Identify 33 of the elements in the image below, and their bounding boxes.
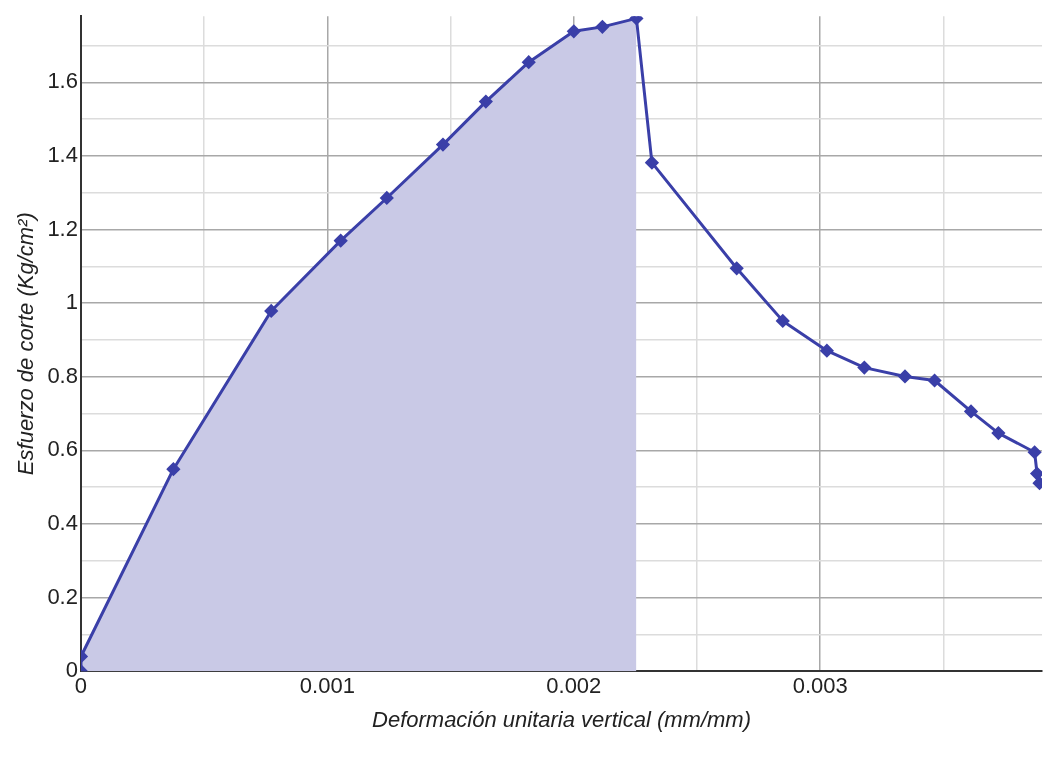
point: [380, 191, 394, 205]
point: [730, 261, 744, 275]
point: [334, 234, 348, 248]
point: [645, 156, 659, 170]
y-axis-title: Esfuerzo de corte (Kg/cm²): [13, 212, 39, 476]
point: [928, 374, 942, 387]
point: [1030, 467, 1042, 481]
point: [898, 369, 912, 383]
point: [857, 361, 871, 375]
point: [479, 95, 493, 109]
x-tick-label: 0.002: [546, 673, 602, 699]
point: [964, 404, 978, 418]
y-tick-label: 0.6: [47, 436, 78, 462]
point: [595, 20, 609, 34]
point: [522, 55, 536, 69]
x-axis-title: Deformación unitaria vertical (mm/mm): [372, 706, 751, 732]
y-tick-label: 1.6: [47, 68, 78, 94]
point: [991, 426, 1005, 440]
x-tick-label: 0.003: [792, 673, 848, 699]
point: [166, 462, 180, 476]
point: [264, 304, 278, 318]
x-tick-label: 0.001: [299, 673, 355, 699]
point: [567, 24, 581, 38]
point: [436, 138, 450, 152]
point: [1028, 445, 1042, 459]
point: [776, 314, 790, 328]
y-tick-label: 0.4: [47, 510, 78, 536]
y-tick-label: 0.8: [47, 362, 78, 388]
y-tick-label: 1.4: [47, 142, 78, 168]
y-tick-label: 0.2: [47, 583, 78, 609]
point: [820, 344, 834, 358]
y-tick-label: 1.2: [47, 215, 78, 241]
y-tick-label: 1: [65, 289, 78, 315]
